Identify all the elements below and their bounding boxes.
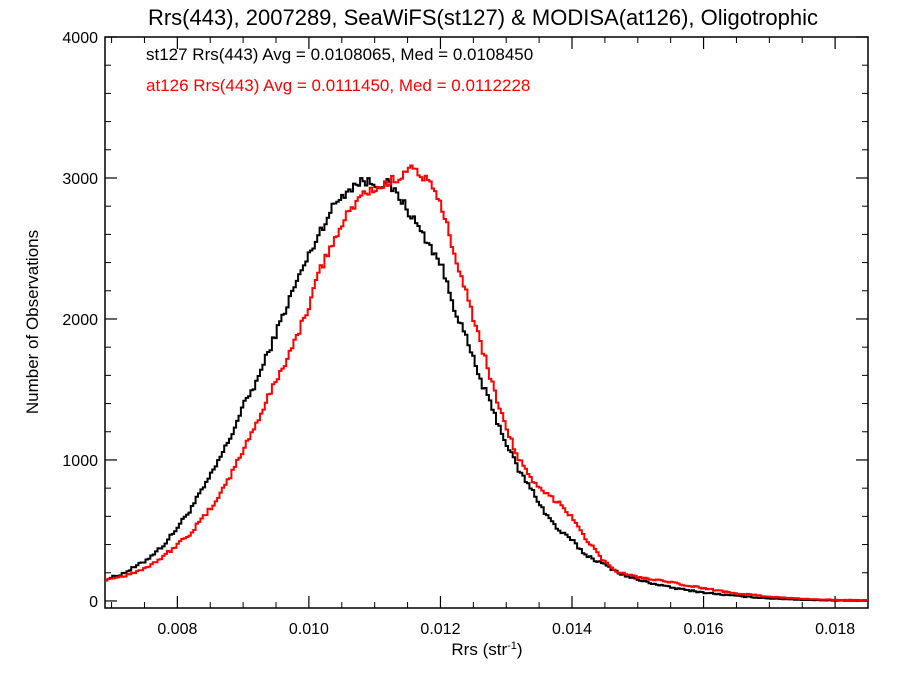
x-tick-labels: 0.008 0.010 0.012 0.014 0.016 0.018	[157, 621, 855, 638]
x-axis-label-superscript: -1	[507, 640, 517, 652]
x-tick-label: 0.012	[420, 621, 460, 638]
data-series	[105, 164, 868, 602]
y-axis-label: Number of Observations	[23, 230, 42, 414]
legend-entry-at126: at126 Rrs(443) Avg = 0.0111450, Med = 0.…	[146, 76, 530, 95]
chart-title: Rrs(443), 2007289, SeaWiFS(st127) & MODI…	[148, 5, 818, 30]
series-line-st127	[105, 177, 868, 602]
x-tick-label: 0.018	[815, 621, 855, 638]
x-tick-label: 0.010	[289, 621, 329, 638]
legend-entry-st127: st127 Rrs(443) Avg = 0.0108065, Med = 0.…	[146, 45, 533, 64]
x-axis-label-end: )	[517, 640, 523, 659]
series-line-at126	[105, 164, 868, 602]
plot-frame	[104, 36, 869, 609]
y-tick-label: 3000	[62, 171, 98, 188]
x-tick-label: 0.016	[684, 621, 724, 638]
axis-ticks	[105, 36, 869, 608]
legend: st127 Rrs(443) Avg = 0.0108065, Med = 0.…	[146, 45, 533, 95]
x-axis-label: Rrs (str-1)	[451, 640, 522, 659]
x-tick-label: 0.008	[157, 621, 197, 638]
plot-area	[104, 36, 869, 609]
y-tick-labels: 0 1000 2000 3000 4000	[62, 30, 98, 611]
y-tick-label: 0	[89, 594, 98, 611]
x-axis-label-main: Rrs (str	[451, 640, 507, 659]
y-tick-label: 2000	[62, 312, 98, 329]
x-tick-label: 0.014	[552, 621, 592, 638]
y-tick-label: 1000	[62, 453, 98, 470]
y-tick-label: 4000	[62, 30, 98, 47]
